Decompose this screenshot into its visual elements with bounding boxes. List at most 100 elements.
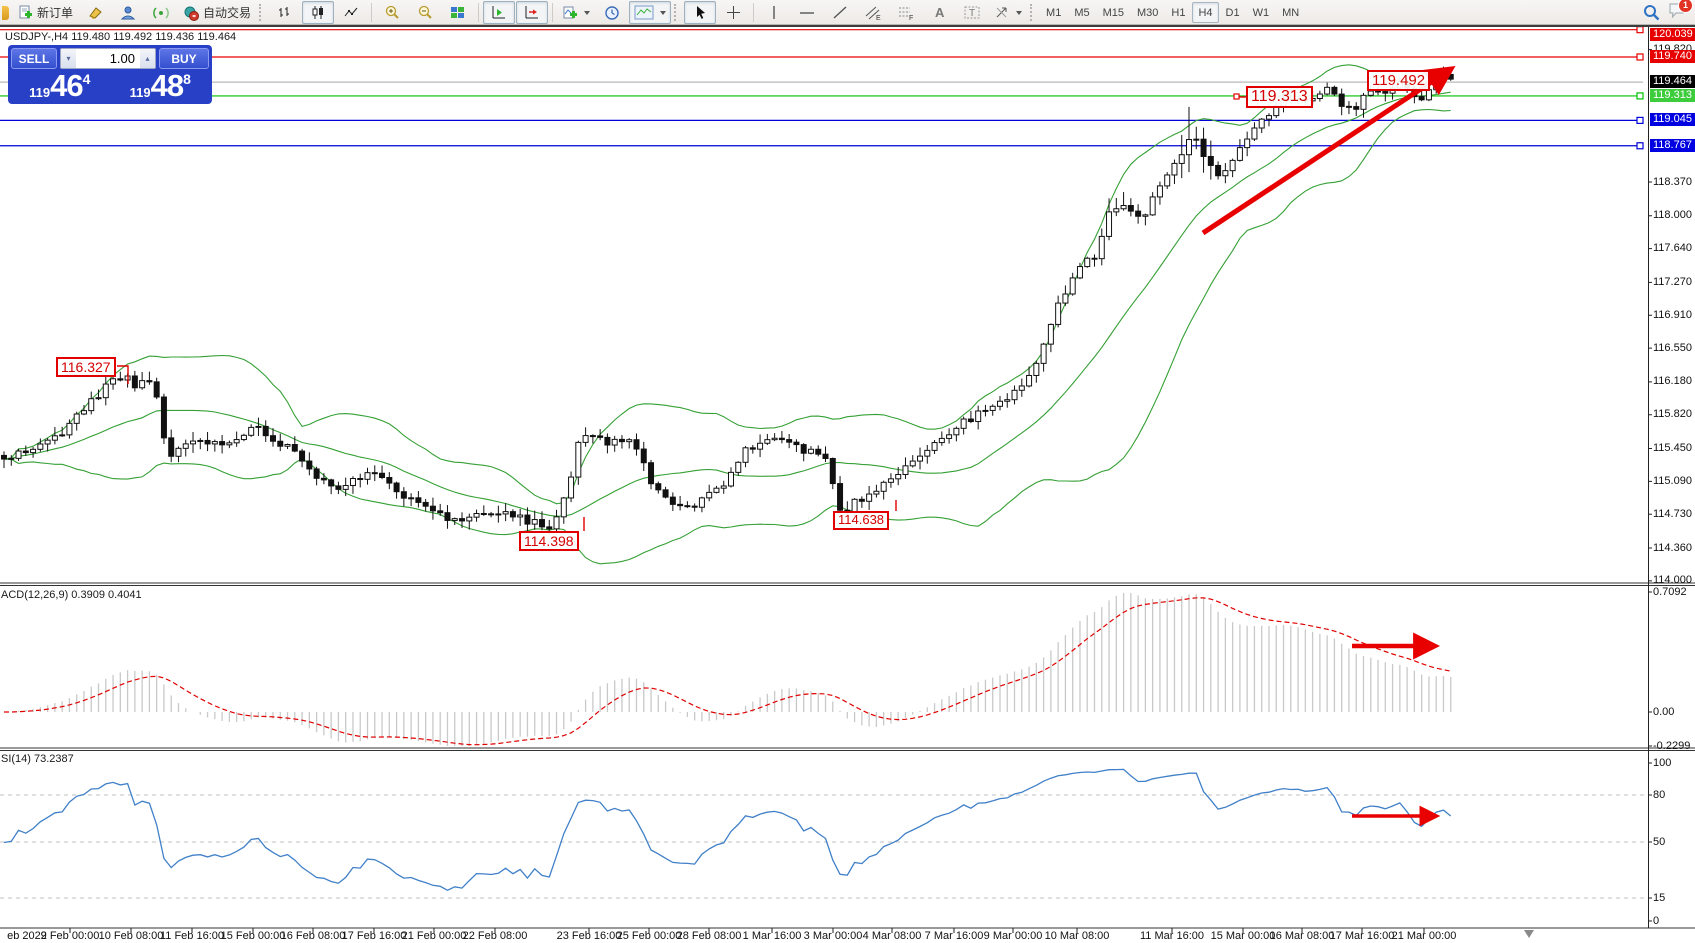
candle-body <box>938 437 945 444</box>
candle-body <box>1113 208 1120 213</box>
candle-body <box>1345 105 1352 108</box>
price-annotation[interactable]: 119.492 <box>1367 70 1431 92</box>
candle-body <box>437 510 444 514</box>
rsi-axis-label: 0 <box>1653 915 1660 927</box>
candle-body <box>1186 139 1193 156</box>
candle-body <box>299 450 306 462</box>
candle-body <box>778 437 785 441</box>
styler-button[interactable] <box>79 1 111 24</box>
timeframe-d1[interactable]: D1 <box>1225 6 1240 19</box>
candle-body <box>1244 138 1251 149</box>
auto-scroll-button[interactable] <box>483 1 516 24</box>
candle-body <box>1 454 7 460</box>
cursor-tool-button[interactable] <box>684 1 717 24</box>
price-annotation[interactable]: 116.327 <box>56 357 116 378</box>
price-level-handle <box>1636 92 1644 100</box>
price-annotation[interactable]: 114.638 <box>833 511 890 530</box>
macd-indicator-label: ACD(12,26,9) 0.3909 0.4041 <box>1 589 142 601</box>
signal-icon <box>153 6 169 19</box>
candle-body <box>822 453 829 459</box>
timeframe-mn[interactable]: MN <box>1282 6 1300 19</box>
candle-body <box>1178 154 1185 164</box>
horizontal-line-tool-button[interactable] <box>791 1 823 24</box>
zoom-out-button[interactable] <box>409 1 441 24</box>
candle-body <box>1164 174 1171 187</box>
auto-trading-button[interactable]: 自动交易 <box>178 1 256 24</box>
candle-body <box>640 448 647 464</box>
rsi-axis-label: 15 <box>1653 892 1666 904</box>
candle-body <box>807 448 814 454</box>
candle-body <box>422 501 429 507</box>
price-marker-label: 119.464 <box>1650 75 1695 89</box>
timeframe-h1[interactable]: H1 <box>1171 6 1186 19</box>
time-axis-label: 1 Mar 16:00 <box>742 930 802 942</box>
candle-body <box>975 410 982 423</box>
channel-icon: E <box>865 6 881 21</box>
candle-body <box>1055 302 1062 325</box>
candlestick-chart-button[interactable] <box>302 1 335 24</box>
volume-increase-button[interactable]: ▴ <box>140 49 155 68</box>
candle-body <box>706 491 713 499</box>
candle-body <box>160 396 167 439</box>
candle-body <box>698 497 705 508</box>
candle-body <box>960 418 967 429</box>
candle-body <box>1447 73 1454 80</box>
toolbar-drag-handle <box>259 4 266 21</box>
crosshair-tool-button[interactable] <box>717 1 749 24</box>
tile-windows-button[interactable] <box>442 1 474 24</box>
timeframe-m5[interactable]: M5 <box>1074 6 1090 19</box>
price-annotation[interactable]: 114.398 <box>519 531 579 552</box>
bar-chart-button[interactable] <box>269 1 301 24</box>
cursor-icon <box>696 6 705 19</box>
time-axis-label: 16 Feb 08:00 <box>280 930 346 942</box>
timeframe-h4[interactable]: H4 <box>1192 2 1219 23</box>
volume-decrease-button[interactable]: ▾ <box>61 49 76 68</box>
timeframe-m1[interactable]: M1 <box>1046 6 1062 19</box>
signal-button[interactable] <box>145 1 177 24</box>
candle-body <box>408 497 415 500</box>
period-clock-button[interactable] <box>596 1 628 24</box>
zoom-in-button[interactable] <box>376 1 408 24</box>
sell-button[interactable]: SELL <box>11 48 57 69</box>
timeframe-m30[interactable]: M30 <box>1137 6 1159 19</box>
bid-price[interactable]: 119 46 4 <box>11 70 109 101</box>
candle-body <box>117 378 124 381</box>
candle-body <box>1069 277 1076 295</box>
chart-shift-icon <box>525 6 539 19</box>
candle-body <box>538 519 545 528</box>
chart-shift-button[interactable] <box>516 1 549 24</box>
text-tool-button[interactable]: A <box>923 1 955 24</box>
buy-button[interactable]: BUY <box>159 48 209 69</box>
channel-tool-button[interactable]: E <box>857 1 889 24</box>
candle-body <box>560 497 567 518</box>
arrows-tool-button[interactable] <box>989 1 1027 24</box>
candle-body <box>1084 257 1091 268</box>
time-axis-label: eb 2022 <box>7 930 47 942</box>
timeframe-w1[interactable]: W1 <box>1252 6 1270 19</box>
chart-template-button[interactable] <box>629 1 672 24</box>
vertical-line-tool-button[interactable] <box>758 1 790 24</box>
profile-button[interactable] <box>112 1 144 24</box>
ask-prefix: 119 <box>129 85 151 100</box>
text-label-tool-button[interactable]: T <box>956 1 988 24</box>
candle-body <box>153 381 160 398</box>
candle-body <box>466 516 473 522</box>
ask-price[interactable]: 119 48 8 <box>112 68 210 103</box>
macd-signal-line <box>4 597 1451 746</box>
candle-body <box>1011 389 1018 401</box>
timeframe-m15[interactable]: M15 <box>1102 6 1124 19</box>
search-icon[interactable] <box>1643 4 1660 21</box>
new-order-button[interactable]: 新订单 <box>12 1 78 24</box>
trendline-tool-button[interactable] <box>824 1 856 24</box>
ask-main: 48 <box>150 68 184 103</box>
volume-value[interactable]: 1.00 <box>109 51 135 66</box>
svg-text:A: A <box>935 5 945 20</box>
annotation-anchor <box>1233 93 1240 100</box>
price-annotation[interactable]: 119.313 <box>1246 86 1313 109</box>
notifications-button[interactable]: 1 <box>1668 0 1693 24</box>
line-chart-button[interactable] <box>335 1 367 24</box>
candle-body <box>764 439 771 444</box>
indicators-button[interactable] <box>557 1 595 24</box>
clipped-icon <box>2 5 9 20</box>
fibonacci-tool-button[interactable]: F <box>890 1 922 24</box>
